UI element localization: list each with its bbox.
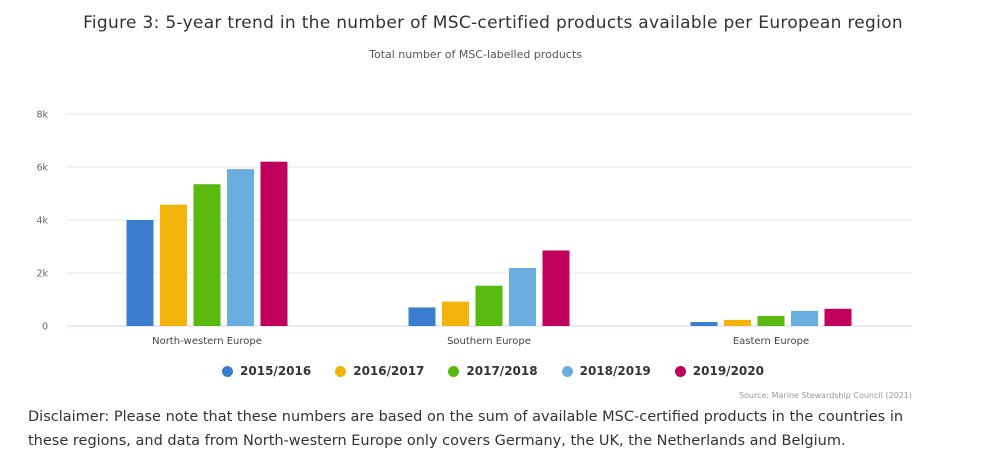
bar[interactable] [724,319,751,326]
bar[interactable] [260,161,288,326]
legend-label: 2015/2016 [240,364,312,378]
legend-marker-icon [561,365,573,377]
legend-label: 2019/2020 [692,364,764,378]
bar[interactable] [160,204,187,326]
chart-subtitle: Total number of MSC-labelled products [369,48,582,61]
y-tick-label: 2k [36,269,48,280]
bar[interactable] [824,308,852,326]
x-category-label: North-western Europe [152,336,262,347]
bar[interactable] [757,315,785,326]
bar[interactable] [442,301,469,326]
chart-title: Figure 3: 5-year trend in the number of … [83,13,903,33]
bar[interactable] [791,310,818,326]
y-tick-label: 6k [36,163,48,174]
bar[interactable] [408,307,436,326]
legend-marker-icon [335,365,347,377]
legend-item[interactable]: 2018/2019 [561,364,651,378]
bar[interactable] [475,285,503,326]
y-tick-label: 8k [36,110,48,121]
bar[interactable] [690,322,718,326]
bars [126,161,852,326]
x-category-label: Southern Europe [447,336,531,347]
legend-marker-icon [674,365,686,377]
bar[interactable] [227,169,254,326]
legend-item[interactable]: 2019/2020 [674,364,764,378]
y-tick-label: 4k [36,216,48,227]
bar-chart: 0 2k 4k 6k 8k North-western Europe Southern E… [36,110,912,347]
legend-item[interactable]: 2017/2018 [448,364,538,378]
x-category-label: Eastern Europe [733,336,809,347]
legend-label: 2016/2017 [353,364,425,378]
legend-item[interactable]: 2015/2016 [222,364,311,378]
y-tick-label: 0 [42,322,48,333]
legend-item[interactable]: 2016/2017 [335,364,424,378]
x-axis-categories: North-western Europe Southern Europe Easte… [152,336,809,347]
legend-label: 2018/2019 [579,364,651,378]
legend-marker-icon [448,365,460,377]
source-credit[interactable]: Source: Marine Stewardship Council (2021… [738,391,912,400]
bar[interactable] [193,184,221,326]
disclaimer-text: Disclaimer: Please note that these numbe… [28,409,904,449]
legend-marker-icon [222,365,234,377]
legend-label: 2017/2018 [466,364,538,378]
legend: 2015/2016 2016/2017 2017/2018 2018/2019 2019… [0,364,986,378]
bar[interactable] [542,250,570,326]
bar[interactable] [126,220,154,326]
bar[interactable] [509,267,536,326]
y-axis-ticks: 0 2k 4k 6k 8k [36,110,48,333]
